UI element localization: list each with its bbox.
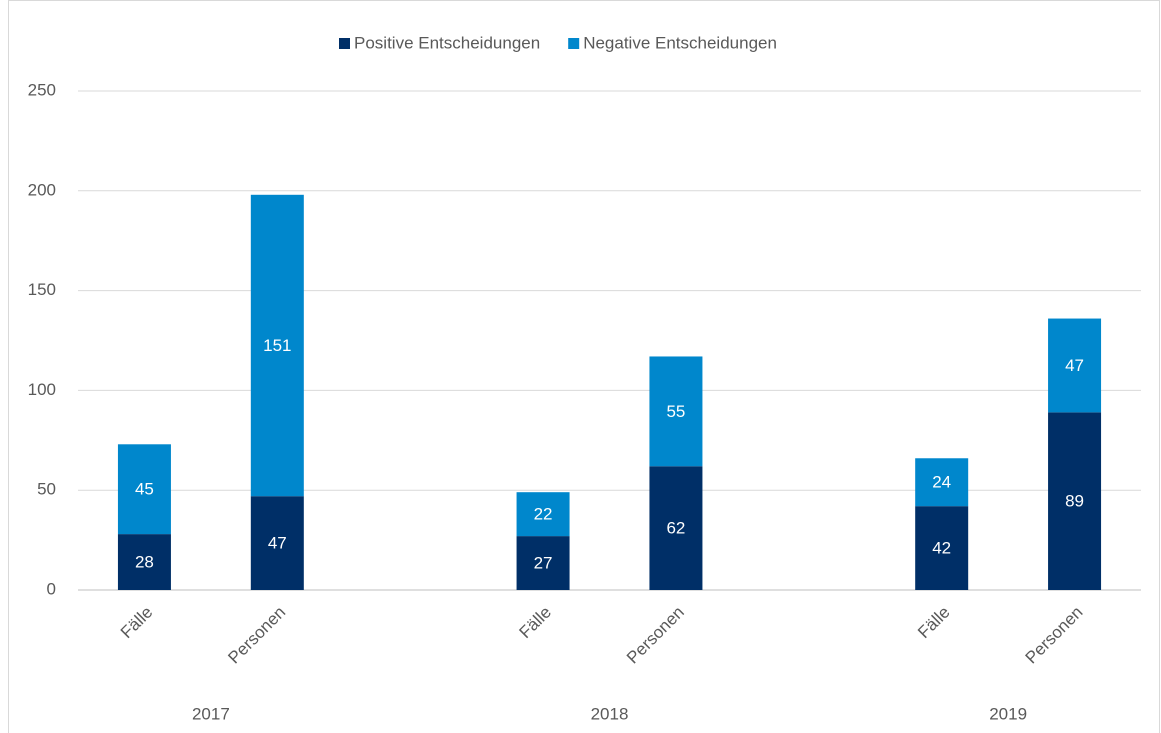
value-label: 47 [1065,356,1084,375]
x-tick-label: Fälle [914,603,953,642]
group-label: 2017 [192,704,230,723]
y-tick-label: 0 [47,579,56,598]
value-label: 28 [135,553,154,572]
group-label: 2019 [989,704,1027,723]
bar-segment [516,492,570,537]
value-label: 151 [263,336,291,355]
value-label: 27 [534,554,553,573]
value-label: 55 [666,402,685,421]
legend-swatch [339,38,350,49]
y-tick-label: 200 [28,180,56,199]
legend-label: Negative Entscheidungen [583,33,777,52]
x-tick-label: Fälle [516,603,555,642]
bar-segment [250,194,304,497]
value-label: 22 [534,505,553,524]
x-tick-label: Fälle [117,603,156,642]
bar-segment [915,458,969,507]
x-tick-label: Personen [623,603,688,668]
value-label: 24 [932,473,951,492]
legend-swatch [568,38,580,49]
y-tick-label: 100 [28,380,56,399]
bar-segment [649,356,703,467]
bar-segment [516,536,570,590]
value-label: 42 [932,539,951,558]
value-label: 47 [268,534,287,553]
bar-segment [117,534,171,590]
value-label: 45 [135,480,154,499]
y-tick-label: 250 [28,80,56,99]
bar-segment [1048,318,1102,413]
value-label: 89 [1065,492,1084,511]
legend-label: Positive Entscheidungen [354,33,540,52]
y-tick-label: 150 [28,280,56,299]
x-tick-label: Personen [1022,603,1087,668]
x-tick-label: Personen [224,603,289,668]
value-label: 62 [666,519,685,538]
bar-segment [649,466,703,590]
bar-segment [1048,412,1102,590]
group-label: 2018 [591,704,629,723]
bar-segment [117,444,171,535]
chart-border [8,0,1160,733]
y-tick-label: 50 [37,480,56,499]
bar-segment [915,506,969,590]
bar-segment [250,496,304,590]
